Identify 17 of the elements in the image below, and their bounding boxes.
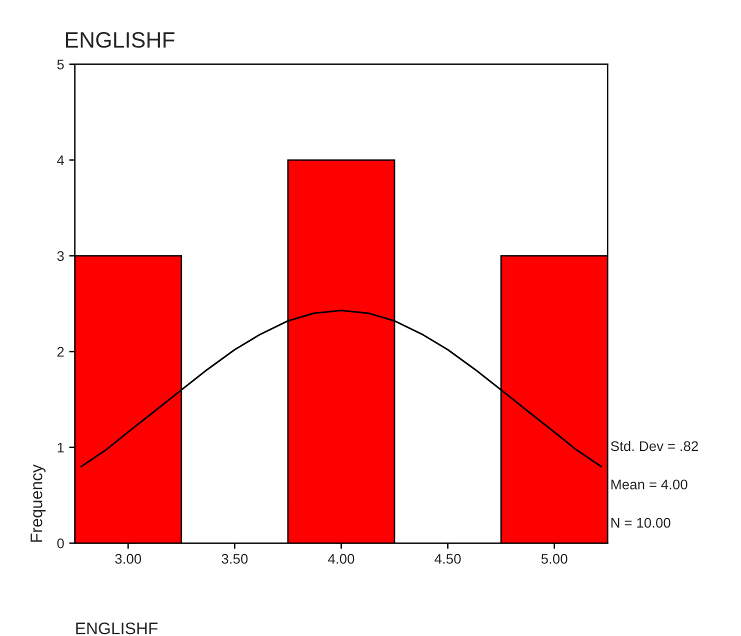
y-tick-label: 2 xyxy=(57,346,64,357)
text: N = 10.00 xyxy=(611,518,670,528)
x-tick-label: 3.50 xyxy=(222,554,248,564)
y-axis-title: Frequency xyxy=(30,464,46,542)
y-tick-label: 4 xyxy=(57,155,64,166)
text: Std. Dev = .82 xyxy=(610,440,698,452)
y-tick-label: 5 xyxy=(57,60,64,70)
chart-title: ENGLISHF xyxy=(66,32,174,48)
text: Mean = 4.00 xyxy=(611,480,688,490)
x-tick-label: 3.00 xyxy=(115,554,142,564)
x-tick-label: 4.00 xyxy=(328,554,354,564)
y-tick-label: 1 xyxy=(58,442,64,452)
x-axis-title: ENGLISHF xyxy=(76,622,158,634)
y-tick-label: 3 xyxy=(57,251,64,261)
x-tick-label: 5.00 xyxy=(541,554,568,564)
y-tick-label: 0 xyxy=(57,538,64,548)
x-tick-label: 4.50 xyxy=(434,554,461,564)
